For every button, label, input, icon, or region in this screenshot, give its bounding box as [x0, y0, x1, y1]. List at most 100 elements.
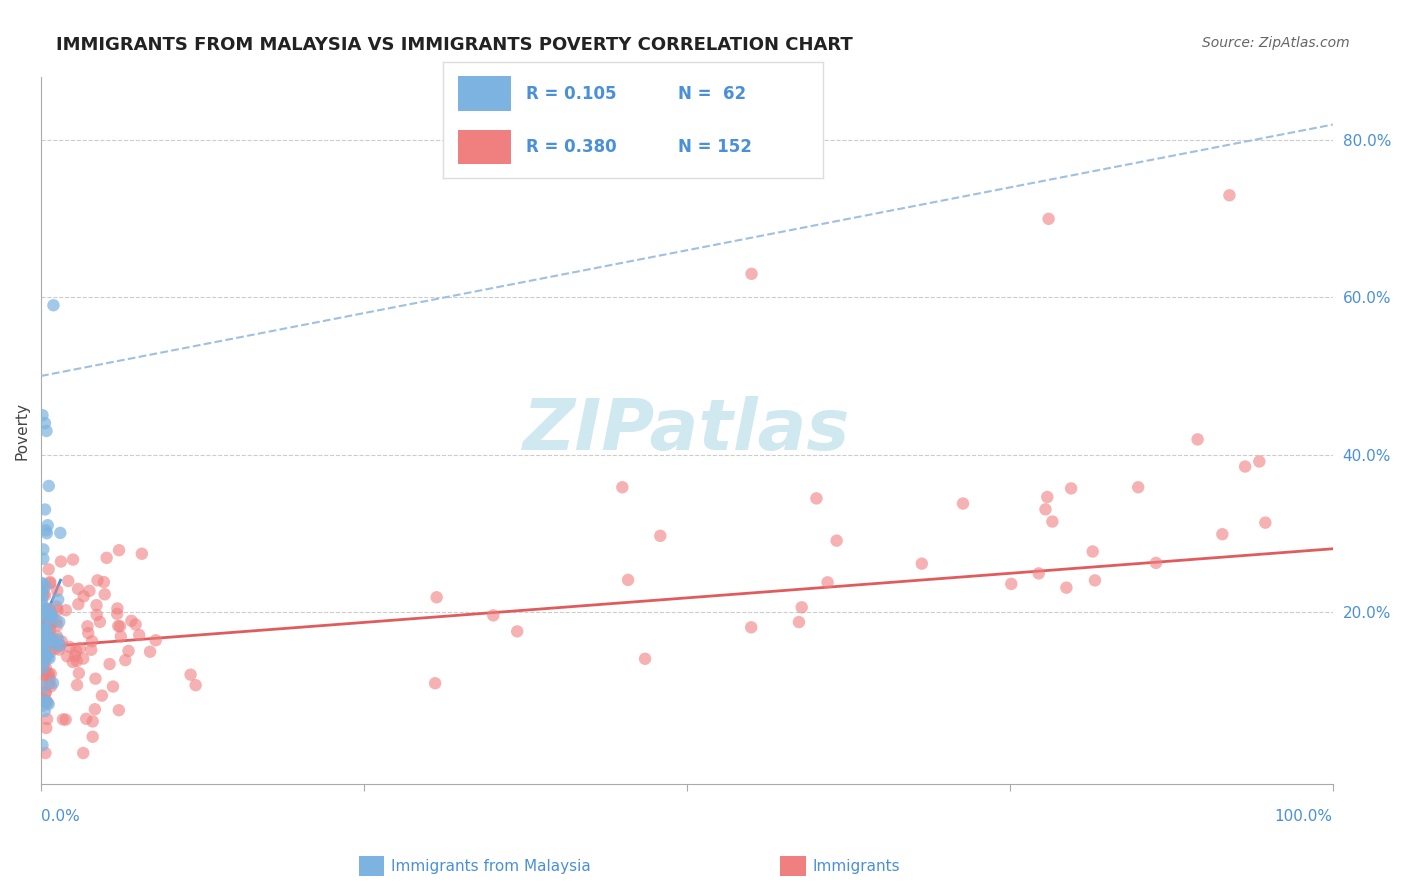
- Point: [34, 746, 56, 760]
- Point: [32, 663, 55, 677]
- Point: [37, 649, 59, 664]
- Point: [55, 603, 77, 617]
- Point: [32, 643, 55, 657]
- Point: [482, 608, 505, 623]
- Point: [35, 669, 58, 683]
- Point: [93, 587, 115, 601]
- Point: [82, 730, 104, 744]
- Point: [39, 607, 62, 622]
- Point: [34, 693, 56, 707]
- Point: [634, 652, 657, 666]
- Point: [32, 623, 55, 637]
- Point: [39, 576, 62, 591]
- Point: [31, 634, 53, 648]
- Point: [49, 639, 72, 653]
- Point: [31, 576, 53, 591]
- Point: [41, 632, 63, 646]
- Point: [952, 496, 974, 510]
- Point: [48, 615, 70, 629]
- Point: [32, 542, 55, 557]
- Point: [48, 642, 70, 657]
- Point: [38, 667, 60, 681]
- Point: [52, 712, 75, 726]
- Bar: [458, 77, 512, 112]
- Point: [1249, 454, 1271, 468]
- Point: [31, 592, 53, 607]
- Point: [31, 409, 53, 423]
- Point: [37, 622, 59, 636]
- Point: [34, 588, 56, 602]
- Point: [1000, 577, 1022, 591]
- Point: [49, 638, 72, 652]
- Point: [31, 596, 53, 610]
- Point: [31, 640, 53, 654]
- Point: [32, 680, 55, 694]
- Point: [128, 628, 150, 642]
- Point: [34, 685, 56, 699]
- Point: [31, 698, 53, 713]
- Point: [80, 634, 103, 648]
- Point: [790, 600, 813, 615]
- Text: N =  62: N = 62: [678, 85, 747, 103]
- Point: [35, 712, 58, 726]
- Point: [1028, 566, 1050, 581]
- Point: [617, 573, 640, 587]
- Point: [35, 524, 58, 538]
- Point: [51, 634, 73, 648]
- Text: 0.0%: 0.0%: [41, 809, 80, 824]
- Point: [31, 588, 53, 602]
- Point: [34, 650, 56, 665]
- Text: Source: ZipAtlas.com: Source: ZipAtlas.com: [1202, 36, 1350, 50]
- Point: [49, 555, 72, 569]
- Point: [1218, 188, 1240, 202]
- Point: [1144, 556, 1167, 570]
- Point: [114, 653, 136, 667]
- Point: [37, 632, 59, 646]
- Point: [35, 644, 58, 658]
- Point: [35, 721, 58, 735]
- Point: [45, 614, 67, 628]
- Point: [32, 629, 55, 643]
- Point: [32, 621, 55, 635]
- Point: [131, 547, 153, 561]
- Point: [105, 607, 128, 621]
- Point: [38, 623, 60, 637]
- Point: [1035, 502, 1057, 516]
- Point: [139, 645, 162, 659]
- Point: [108, 619, 131, 633]
- Point: [59, 640, 82, 654]
- Point: [32, 648, 55, 662]
- Point: [38, 602, 60, 616]
- Point: [39, 645, 62, 659]
- Point: [32, 691, 55, 706]
- Point: [32, 588, 55, 602]
- Point: [39, 612, 62, 626]
- Point: [806, 491, 828, 506]
- Point: [37, 518, 59, 533]
- Point: [98, 657, 121, 671]
- Point: [96, 550, 118, 565]
- Point: [650, 529, 672, 543]
- Point: [817, 575, 839, 590]
- Point: [38, 673, 60, 687]
- Point: [39, 617, 62, 632]
- Point: [34, 651, 56, 665]
- Point: [84, 672, 107, 686]
- Point: [46, 632, 69, 647]
- Point: [1038, 211, 1060, 226]
- Point: [31, 615, 53, 630]
- Point: [740, 620, 762, 634]
- Point: [34, 602, 56, 616]
- Point: [38, 676, 60, 690]
- Point: [34, 615, 56, 630]
- Point: [35, 629, 58, 643]
- Point: [32, 661, 55, 675]
- Point: [76, 619, 98, 633]
- Point: [110, 630, 132, 644]
- Point: [1234, 459, 1257, 474]
- Point: [73, 590, 96, 604]
- Point: [35, 601, 58, 615]
- Point: [31, 584, 53, 599]
- Point: [38, 607, 60, 621]
- Y-axis label: Poverty: Poverty: [15, 402, 30, 460]
